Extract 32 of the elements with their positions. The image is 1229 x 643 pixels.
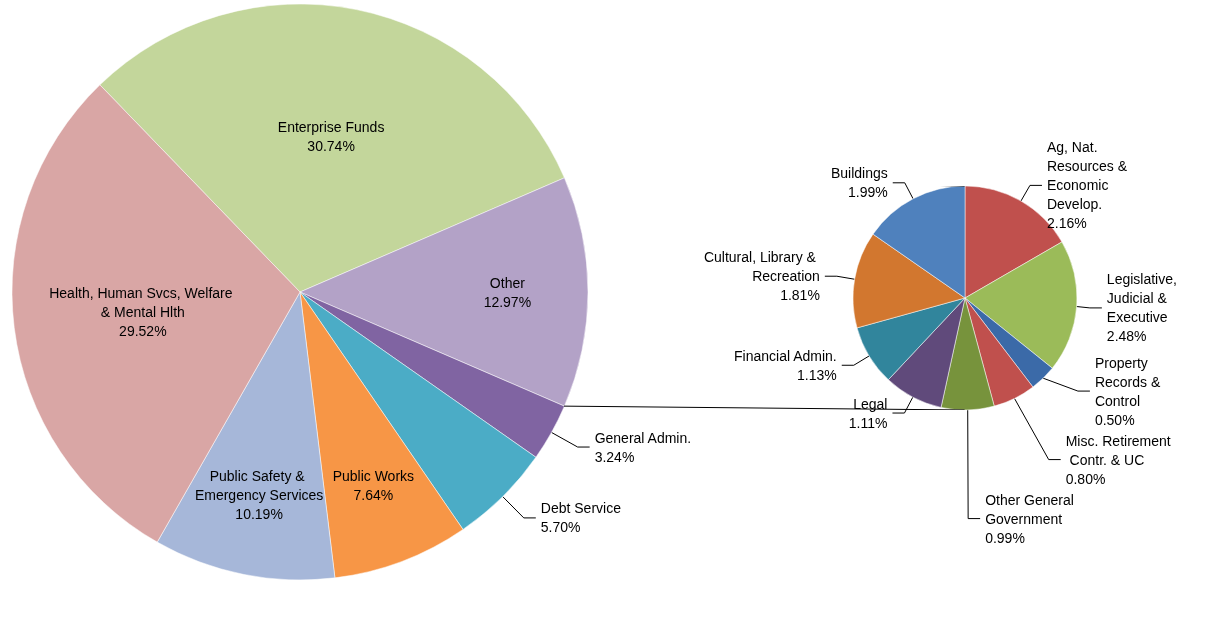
data-label: 5.70% [540,519,581,536]
slice-label: Debt Service [540,500,622,517]
data-label: 0.80% [1065,470,1106,487]
data-label: 2.16% [1046,215,1087,232]
slice-label: Legal [853,395,888,412]
data-label: 2.48% [1106,328,1147,345]
slice-label: Property Records & Control [1094,354,1165,409]
data-label: 3.24% [594,448,635,465]
data-label: 0.50% [1094,411,1135,428]
data-label: 12.97% [483,293,532,310]
data-label: 29.52% [119,322,167,339]
slice-label: Enterprise Funds [277,119,385,136]
data-label: 10.19% [235,506,283,523]
slice-label: Public Works [332,468,415,485]
slice-label: Buildings [830,165,888,182]
data-label: 1.81% [780,287,820,304]
slice-label: Other General Government [985,491,1078,527]
slice-label: General Admin. [594,429,692,446]
data-label: 1.13% [797,366,837,383]
slice-label: Legislative, Judicial & Executive [1106,271,1181,326]
data-label: 1.11% [848,414,888,431]
slice-label: Cultural, Library & Recreation [703,249,820,285]
slice-label: Ag, Nat. Resources & Economic Develop. [1046,139,1131,213]
slice-label: Other [489,274,526,291]
slice-label: Financial Admin. [734,347,837,364]
data-label: 30.74% [307,138,355,155]
slice-label: Health, Human Svcs, Welfare & Mental Hlth [49,284,237,320]
data-label: 1.99% [848,184,888,201]
slice-label: Misc. Retirement Contr. & UC [1065,432,1171,468]
slice-label: Public Safety & Emergency Services [194,468,324,504]
data-label: 0.99% [985,529,1025,546]
data-label: 7.64% [353,487,394,504]
